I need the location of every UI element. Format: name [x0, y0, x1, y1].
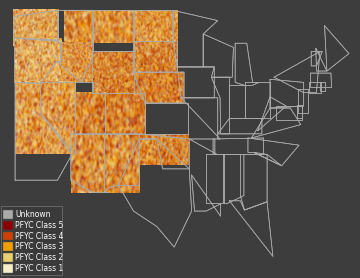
Polygon shape — [133, 10, 173, 41]
Polygon shape — [251, 108, 301, 138]
Polygon shape — [206, 155, 224, 203]
Polygon shape — [248, 138, 299, 166]
Polygon shape — [15, 82, 72, 180]
Polygon shape — [311, 73, 332, 88]
FancyBboxPatch shape — [1, 206, 62, 275]
Text: PFYC Class 4: PFYC Class 4 — [15, 232, 63, 240]
Polygon shape — [177, 67, 214, 98]
Polygon shape — [258, 97, 286, 131]
Polygon shape — [118, 139, 192, 247]
Polygon shape — [63, 10, 134, 51]
Polygon shape — [104, 134, 139, 193]
Polygon shape — [71, 134, 109, 193]
Polygon shape — [235, 43, 259, 85]
Polygon shape — [297, 105, 302, 118]
Polygon shape — [270, 79, 304, 108]
Text: PFYC Class 1: PFYC Class 1 — [15, 264, 63, 273]
Polygon shape — [76, 82, 104, 134]
Polygon shape — [181, 98, 220, 139]
Polygon shape — [245, 82, 270, 118]
Text: Unknown: Unknown — [15, 210, 51, 219]
Polygon shape — [316, 48, 327, 71]
Bar — [3, 232, 13, 240]
Polygon shape — [13, 10, 58, 40]
Polygon shape — [274, 51, 320, 93]
Polygon shape — [320, 82, 325, 91]
Text: PFYC Class 2: PFYC Class 2 — [15, 253, 63, 262]
Polygon shape — [298, 89, 308, 113]
Polygon shape — [145, 103, 188, 134]
Polygon shape — [276, 106, 302, 120]
Polygon shape — [139, 134, 189, 169]
Polygon shape — [211, 77, 229, 134]
Polygon shape — [229, 201, 273, 256]
Polygon shape — [218, 118, 262, 134]
Polygon shape — [133, 72, 184, 103]
Polygon shape — [229, 85, 245, 118]
Polygon shape — [104, 93, 145, 134]
Polygon shape — [310, 82, 320, 93]
Polygon shape — [224, 155, 244, 204]
Bar — [3, 253, 13, 262]
Polygon shape — [14, 38, 61, 83]
Bar — [3, 264, 13, 273]
Bar — [3, 221, 13, 230]
Polygon shape — [57, 10, 93, 82]
Polygon shape — [203, 34, 233, 77]
Polygon shape — [213, 138, 264, 155]
Text: PFYC Class 3: PFYC Class 3 — [15, 242, 63, 251]
Polygon shape — [92, 51, 134, 93]
Polygon shape — [133, 41, 177, 72]
Polygon shape — [41, 82, 76, 155]
Polygon shape — [311, 51, 322, 66]
Bar — [3, 210, 13, 219]
Polygon shape — [189, 139, 217, 155]
Bar — [3, 242, 13, 251]
Polygon shape — [254, 152, 282, 166]
Polygon shape — [325, 26, 349, 71]
Polygon shape — [192, 175, 221, 216]
Text: PFYC Class 5: PFYC Class 5 — [15, 221, 63, 230]
Polygon shape — [173, 10, 218, 67]
Polygon shape — [240, 155, 267, 210]
